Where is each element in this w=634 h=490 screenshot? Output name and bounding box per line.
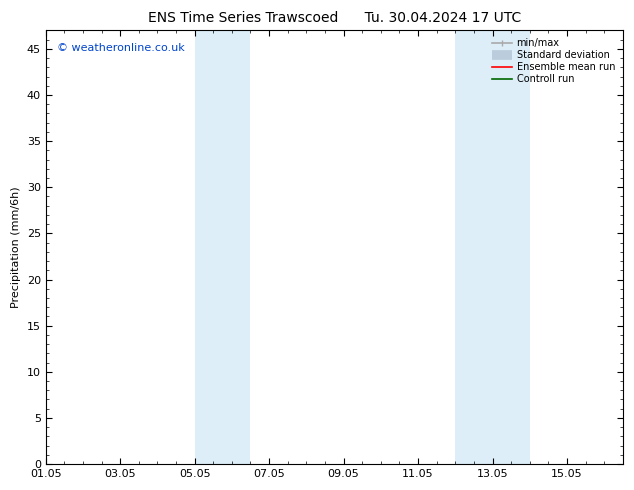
Bar — [455, 30, 530, 464]
Title: ENS Time Series Trawscoed      Tu. 30.04.2024 17 UTC: ENS Time Series Trawscoed Tu. 30.04.2024… — [148, 11, 521, 25]
Y-axis label: Precipitation (mm/6h): Precipitation (mm/6h) — [11, 186, 21, 308]
Legend: min/max, Standard deviation, Ensemble mean run, Controll run: min/max, Standard deviation, Ensemble me… — [489, 35, 618, 87]
Bar — [195, 30, 250, 464]
Text: © weatheronline.co.uk: © weatheronline.co.uk — [57, 44, 185, 53]
